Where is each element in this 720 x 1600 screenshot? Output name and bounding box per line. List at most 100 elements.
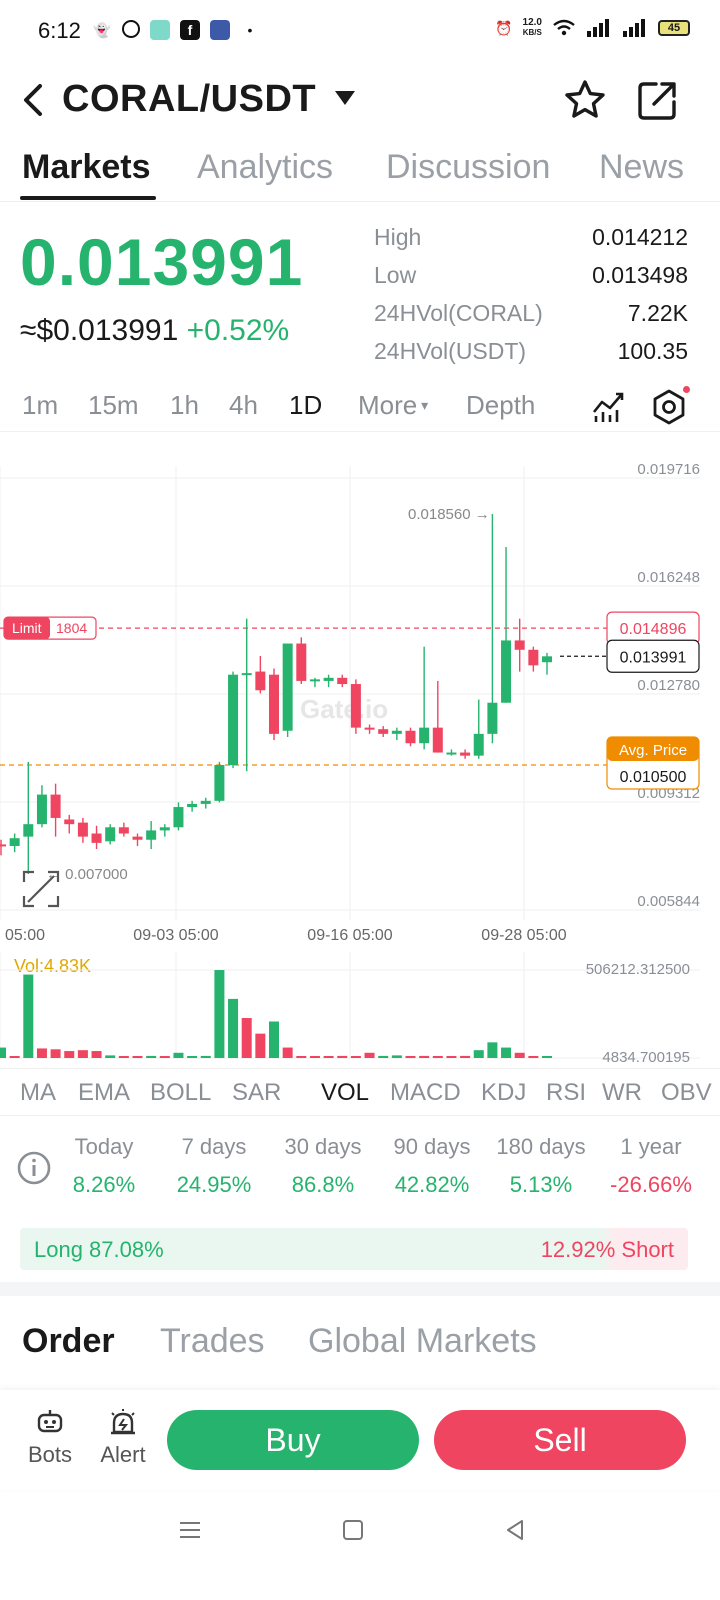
volume-bar <box>337 1055 348 1058</box>
candle-body <box>501 640 512 703</box>
interval-15m[interactable]: 15m <box>88 390 139 420</box>
volume-bar <box>514 1052 525 1058</box>
volume-chart[interactable]: 506212.312500 4834.700195 <box>0 952 720 1064</box>
pair-title[interactable]: CORAL/USDT <box>62 78 317 120</box>
x-tick-label: 09-16 05:00 <box>307 927 393 944</box>
tab-discussion[interactable]: Discussion <box>386 148 551 186</box>
status-bar: 6:12 👻 f • ⏰ 12.0 KB/S 45 <box>0 0 720 64</box>
volume-bar <box>460 1055 471 1058</box>
volume-label: Vol:4.83K <box>14 956 92 976</box>
indicator-ema[interactable]: EMA <box>78 1079 131 1106</box>
interval-1h[interactable]: 1h <box>170 390 199 420</box>
tab-order[interactable]: Order <box>22 1322 115 1360</box>
candle-body <box>460 752 471 756</box>
interval-1d[interactable]: 1D <box>289 390 323 420</box>
stat-label: Low <box>374 262 417 288</box>
perf-value: 5.13% <box>509 1172 573 1197</box>
candle-body <box>446 752 457 755</box>
stat-high: High 0.014212 <box>374 220 688 258</box>
alert-button[interactable]: Alert <box>91 1408 155 1468</box>
avg-price-value: 0.010500 <box>620 769 687 786</box>
candle-body <box>296 643 307 681</box>
perf-label: 1 year <box>620 1134 682 1159</box>
share-icon[interactable] <box>636 78 680 122</box>
volume-tick-label: 506212.312500 <box>586 961 690 978</box>
volume-bar <box>9 1056 20 1058</box>
indicator-boll[interactable]: BOLL <box>150 1079 212 1106</box>
tab-trades[interactable]: Trades <box>160 1322 265 1360</box>
volume-bar <box>241 1018 252 1058</box>
indicator-wr[interactable]: WR <box>602 1079 642 1106</box>
volume-bar <box>405 1056 416 1058</box>
volume-bar <box>146 1055 157 1058</box>
volume-bar <box>528 1056 539 1058</box>
indicator-rsi[interactable]: RSI <box>546 1079 587 1106</box>
chart-indicator-icon[interactable] <box>590 388 626 424</box>
candle-body <box>228 674 239 766</box>
tab-analytics[interactable]: Analytics <box>197 148 334 186</box>
indicator-obv[interactable]: OBV <box>661 1079 712 1106</box>
indicator-vol[interactable]: VOL <box>321 1079 370 1106</box>
limit-label: Limit <box>12 620 42 636</box>
volume-bar <box>36 1048 47 1058</box>
candle-body <box>9 838 20 846</box>
volume-bar <box>214 970 225 1058</box>
volume-bar <box>105 1055 116 1058</box>
volume-bar <box>173 1052 184 1058</box>
main-tabs: Markets Analytics Discussion News <box>0 146 720 202</box>
indicator-kdj[interactable]: KDJ <box>481 1079 527 1106</box>
candle-body <box>132 836 143 840</box>
candle-body <box>91 833 102 843</box>
stat-vol-usdt: 24HVol(USDT) 100.35 <box>374 334 688 372</box>
robot-icon <box>37 1410 63 1433</box>
tab-markets[interactable]: Markets <box>22 148 151 186</box>
caret-down-icon[interactable] <box>334 90 356 106</box>
candle-body <box>146 830 157 840</box>
volume-bar <box>200 1055 211 1058</box>
caret-down-icon: ▾ <box>417 397 429 413</box>
info-icon[interactable] <box>16 1150 52 1186</box>
volume-bar <box>77 1050 88 1058</box>
interval-1m[interactable]: 1m <box>22 390 59 420</box>
section-divider <box>0 1282 720 1296</box>
perf-label: 180 days <box>496 1134 586 1159</box>
volume-bar <box>309 1056 320 1058</box>
perf-label: 7 days <box>181 1134 247 1159</box>
interval-depth[interactable]: Depth <box>466 390 536 420</box>
tab-news[interactable]: News <box>599 148 685 186</box>
candle-body <box>405 730 416 744</box>
back-arrow-icon[interactable] <box>16 80 52 120</box>
indicator-macd[interactable]: MACD <box>390 1079 461 1106</box>
candle-body <box>173 807 184 828</box>
sell-button[interactable]: Sell <box>434 1410 686 1470</box>
perf-label: 90 days <box>393 1134 471 1159</box>
whatsapp-icon <box>122 20 140 38</box>
interval-4h[interactable]: 4h <box>229 390 258 420</box>
volume-bar <box>378 1055 389 1058</box>
home-icon[interactable] <box>342 1518 364 1542</box>
star-icon[interactable] <box>563 78 607 122</box>
buy-button[interactable]: Buy <box>167 1410 419 1470</box>
bots-button[interactable]: Bots <box>18 1408 82 1468</box>
indicator-sar[interactable]: SAR <box>232 1079 282 1106</box>
price-chart[interactable]: Gate.io 0.0197160.0162480.0127800.009312… <box>0 440 720 960</box>
performance-row: Today 8.26% 7 days 24.95% 30 days 86.8% … <box>0 1124 720 1212</box>
recent-apps-icon[interactable] <box>178 1518 202 1542</box>
candle-body <box>350 684 361 728</box>
notification-dot <box>683 386 690 393</box>
tab-global-markets[interactable]: Global Markets <box>308 1322 537 1360</box>
settings-icon[interactable] <box>650 388 688 426</box>
indicator-ma[interactable]: MA <box>20 1079 56 1106</box>
volume-bar <box>23 974 34 1058</box>
perf-value: 86.8% <box>291 1172 355 1197</box>
usd-price-line: ≈$0.013991 +0.52% <box>20 314 289 348</box>
order-tabs: Order Trades Global Markets <box>0 1314 720 1374</box>
usd-price: ≈$0.013991 <box>20 314 179 347</box>
candle-body <box>159 827 170 831</box>
volume-bar <box>419 1055 430 1058</box>
expand-icon[interactable] <box>22 870 60 908</box>
interval-more[interactable]: More ▾ <box>358 390 428 421</box>
min-price-marker: ← 0.007000 <box>46 866 128 883</box>
back-icon[interactable] <box>504 1518 526 1542</box>
network-speed-value: 12.0 <box>522 17 542 28</box>
